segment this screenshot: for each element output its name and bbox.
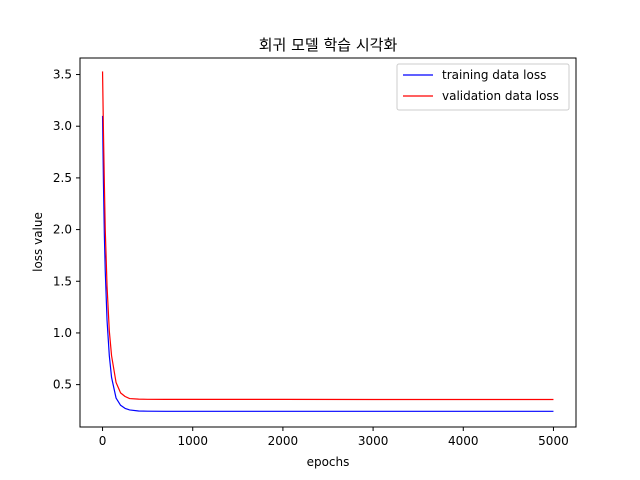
chart-title: 회귀 모델 학습 시각화: [259, 36, 398, 54]
y-tick-label: 2.0: [53, 223, 72, 237]
y-tick-label: 1.0: [53, 326, 72, 340]
y-axis-label: loss value: [31, 212, 45, 272]
series-layer: [101, 71, 554, 412]
x-tick-label: 0: [99, 434, 107, 448]
x-axis: 0 1000 2000 3000 4000 5000: [99, 427, 569, 448]
y-tick-label: 0.5: [53, 378, 72, 392]
y-tick-label: 3.0: [53, 119, 72, 133]
legend-label-validation: validation data loss: [442, 89, 559, 103]
x-tick-label: 4000: [448, 434, 479, 448]
y-tick-label: 2.5: [53, 171, 72, 185]
series-line-training: [101, 115, 554, 412]
x-axis-label: epochs: [307, 455, 350, 469]
plot-frame: [79, 57, 577, 428]
legend: training data loss validation data loss: [396, 63, 570, 111]
x-tick-label: 5000: [538, 434, 569, 448]
y-axis: 0.5 1.0 1.5 2.0 2.5 3.0 3.5: [53, 68, 80, 392]
legend-box: [396, 63, 570, 111]
x-tick-label: 2000: [268, 434, 299, 448]
series-line-validation: [101, 71, 554, 401]
plot-area: [79, 57, 577, 428]
x-tick-label: 1000: [177, 434, 208, 448]
legend-label-training: training data loss: [442, 68, 546, 82]
y-tick-label: 1.5: [53, 274, 72, 288]
y-tick-label: 3.5: [53, 68, 72, 82]
x-tick-label: 3000: [358, 434, 389, 448]
